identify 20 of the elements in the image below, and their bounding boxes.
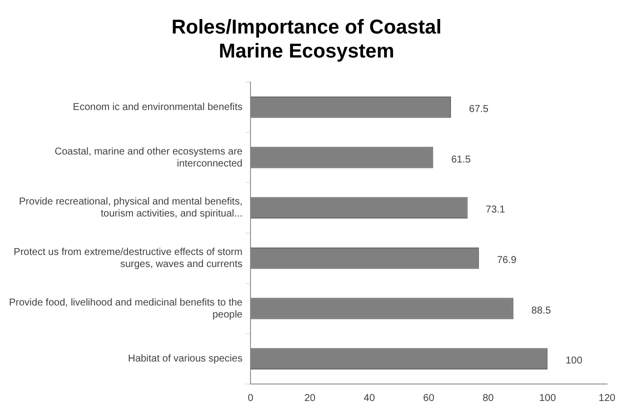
x-tick-label: 100 [539,392,556,404]
y-tick-label: Protect us from extreme/destructive effects of storm surges, waves and currents [14,246,242,270]
y-tick-label: Provide food, livelihood and medicinal benefits to the people [8,297,243,320]
x-tick-label: 120 [598,392,616,404]
y-tick-label: Provide recreational, physical and mental benefits, tourism activities, and spiritual... [19,196,242,220]
x-tick-label: 20 [304,392,316,404]
y-tick-label: Habitat of various species [128,354,242,365]
data-label: 100 [566,356,583,367]
data-label: 88.5 [531,305,552,316]
data-label: 73.1 [486,204,506,216]
data-label: 76.9 [496,254,517,266]
x-tick-label: 80 [482,392,494,404]
x-tick-label: 60 [423,392,435,404]
data-label: 61.5 [451,154,472,166]
data-label: 67.5 [469,104,489,115]
y-tick-label: Coastal, marine and other ecosystems are interconnected [54,146,243,170]
x-tick-label: 0 [248,392,254,404]
chart-title: Roles/Importance of Coastal Marine Ecosystem [171,16,442,63]
x-tick-label: 40 [364,392,376,404]
y-tick-label: Econom ic and environmental benefits [72,102,242,113]
